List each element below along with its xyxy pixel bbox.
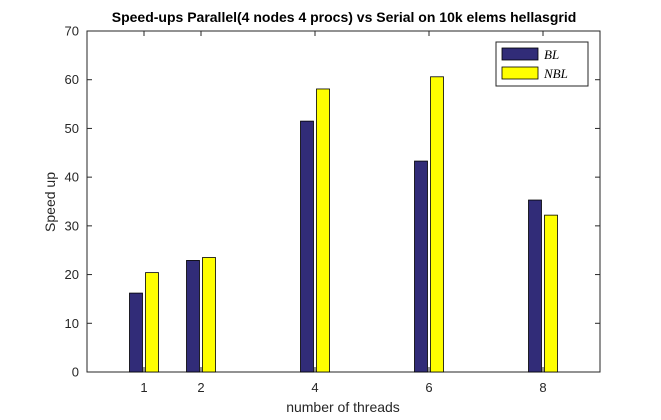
bar-nbl-2 xyxy=(202,257,216,373)
legend-label-nbl: NBL xyxy=(543,66,568,81)
y-tick-label: 60 xyxy=(65,72,79,87)
bar-nbl-8 xyxy=(544,214,558,373)
bar-bl-8 xyxy=(528,199,542,373)
bar-nbl-4 xyxy=(316,88,330,373)
y-axis: 0 10 20 30 40 50 60 70 xyxy=(65,24,600,380)
x-tick-label: 1 xyxy=(140,380,147,395)
plot-frame xyxy=(86,30,601,373)
x-tick-label: 8 xyxy=(539,380,546,395)
plot-area xyxy=(86,30,601,373)
bar-bl-6 xyxy=(414,160,428,373)
y-tick-label: 70 xyxy=(65,24,79,39)
bars-group xyxy=(129,76,558,373)
y-axis-label: Speed up xyxy=(42,172,58,232)
x-tick-label: 4 xyxy=(311,380,318,395)
x-axis: 1 2 4 6 8 xyxy=(140,31,547,395)
x-tick-label: 6 xyxy=(425,380,432,395)
bar-nbl-6 xyxy=(430,76,444,373)
y-tick-label: 40 xyxy=(65,170,79,185)
x-tick-label: 2 xyxy=(197,380,204,395)
bar-bl-1 xyxy=(129,292,143,373)
y-tick-label: 50 xyxy=(65,121,79,136)
legend-swatch-bl xyxy=(501,47,539,61)
legend: BL NBL xyxy=(495,41,589,87)
chart-title: Speed-ups Parallel(4 nodes 4 procs) vs S… xyxy=(112,9,577,25)
y-tick-label: 0 xyxy=(72,365,79,380)
bar-nbl-1 xyxy=(145,272,159,373)
y-tick-label: 30 xyxy=(65,218,79,233)
bar-bl-2 xyxy=(186,260,200,373)
legend-label-bl: BL xyxy=(544,47,559,62)
legend-swatch-nbl xyxy=(501,66,539,80)
x-axis-label: number of threads xyxy=(286,399,400,415)
y-tick-label: 20 xyxy=(65,267,79,282)
y-tick-label: 10 xyxy=(65,316,79,331)
bar-bl-4 xyxy=(300,120,314,373)
